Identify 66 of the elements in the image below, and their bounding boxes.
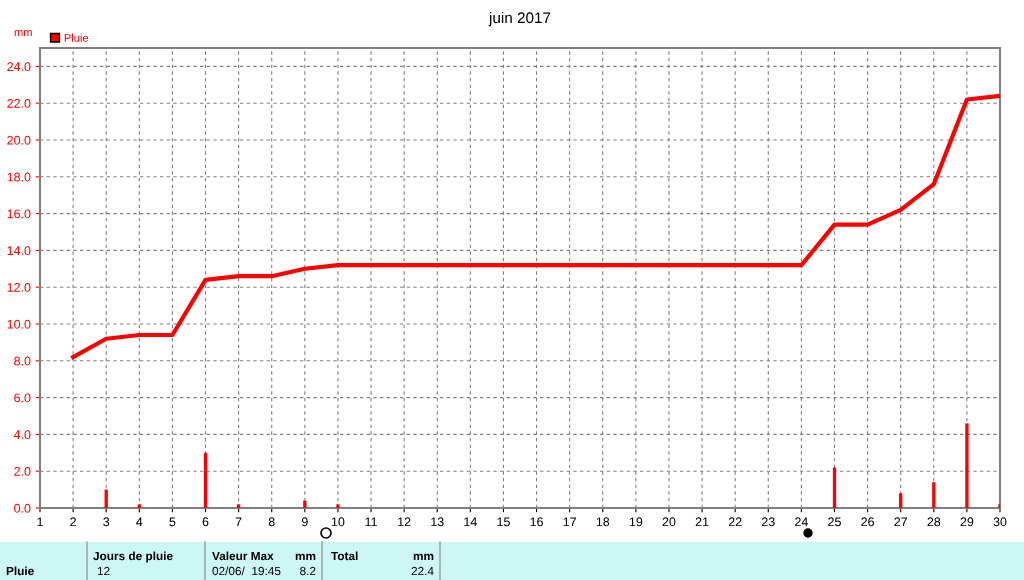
y-tick-label: 6.0 [14, 393, 31, 403]
x-tick-label: 16 [530, 517, 543, 527]
x-tick-label: 30 [993, 517, 1007, 527]
bar [137, 504, 141, 508]
x-tick-label: 3 [103, 517, 110, 527]
x-tick-label: 17 [563, 517, 576, 527]
x-tick-label: 27 [894, 517, 908, 527]
x-tick-label: 28 [927, 517, 941, 527]
y-tick-label: 2.0 [14, 467, 31, 476]
x-tick-label: 20 [662, 517, 676, 527]
x-tick-label: 9 [301, 517, 308, 527]
text: 22.4 [411, 566, 434, 576]
x-tick-label: 23 [761, 517, 775, 527]
x-tick-label: 15 [497, 517, 510, 527]
bar [203, 452, 208, 508]
bar [899, 493, 903, 508]
chart-title: juin 2017 [488, 11, 551, 27]
text: 02/06/ 19:45 [212, 566, 281, 576]
y-tick-label: 12.0 [7, 283, 31, 292]
bar [336, 504, 340, 508]
x-tick-label: 7 [235, 517, 242, 527]
bar [998, 504, 1000, 508]
x-tick-label: 13 [431, 517, 444, 527]
text: Total [331, 551, 358, 561]
x-tick-label: 8 [268, 517, 275, 527]
y-tick-label: 14.0 [7, 246, 31, 256]
x-tick-label: 19 [629, 517, 643, 527]
text: 8.2 [300, 566, 316, 576]
text: 12 [97, 566, 110, 576]
text: Jours de pluie [93, 551, 173, 563]
y-tick-label: 24.0 [7, 62, 31, 72]
bar [832, 467, 837, 508]
x-tick-label: 4 [136, 517, 143, 527]
x-tick-label: 24 [795, 517, 808, 527]
y-tick-label: 22.0 [7, 99, 31, 108]
y-tick-label: 10.0 [7, 319, 31, 329]
x-tick-label: 22 [728, 517, 742, 527]
y-tick-label: 20.0 [7, 135, 31, 145]
bar [236, 504, 241, 508]
y-tick-label: 8.0 [14, 356, 31, 366]
x-tick-label: 5 [169, 517, 176, 527]
legend-label: Pluie [64, 33, 89, 42]
text: mm [295, 553, 316, 561]
x-tick-label: 1 [37, 517, 43, 527]
x-tick-label: 21 [695, 517, 709, 527]
y-tick-label: 16.0 [7, 209, 31, 219]
line-series [71, 93, 1000, 360]
x-tick-label: 10 [331, 517, 345, 527]
bar [932, 482, 936, 508]
text: Valeur Max [212, 551, 274, 561]
y-tick-label: 0.0 [14, 503, 31, 513]
x-tick-label: 11 [365, 517, 377, 527]
x-tick-label: 6 [202, 517, 209, 527]
x-tick-label: 29 [960, 517, 974, 527]
bar [965, 423, 969, 508]
x-tick-label: 12 [398, 517, 411, 527]
x-tick-label: 18 [596, 517, 610, 527]
x-tick-label: 14 [464, 517, 477, 527]
x-tick-label: 25 [828, 517, 841, 527]
text: mm [413, 553, 434, 561]
y-tick-label: 4.0 [13, 430, 31, 440]
y-axis-title: mm [14, 30, 32, 36]
x-tick-label: 2 [70, 517, 76, 527]
y-tick-label: 18.0 [7, 172, 31, 182]
x-tick-label: 26 [861, 517, 874, 527]
text: Pluie [6, 566, 34, 576]
